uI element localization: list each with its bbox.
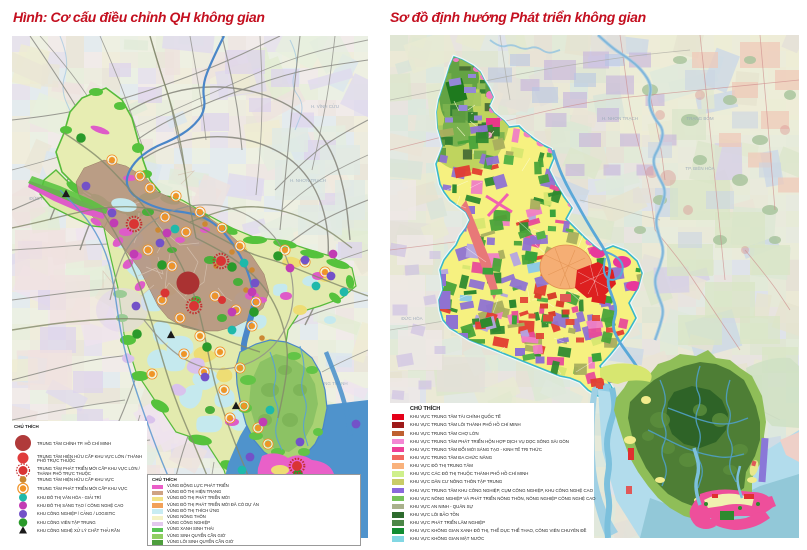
svg-text:H. NHƠN TRẠCH: H. NHƠN TRẠCH — [290, 178, 326, 183]
svg-text:H. LONG THÀNH: H. LONG THÀNH — [312, 380, 347, 386]
svg-text:H. NHƠN TRẠCH: H. NHƠN TRẠCH — [602, 116, 638, 121]
svg-text:H. VĨNH CỬU: H. VĨNH CỬU — [311, 103, 339, 109]
svg-text:TRẠNG BỒM: TRẠNG BỒM — [686, 115, 714, 121]
svg-text:ĐỨC HÒA: ĐỨC HÒA — [401, 315, 422, 321]
svg-text:TP. BIÊN HÒA: TP. BIÊN HÒA — [685, 164, 714, 171]
svg-text:ĐỨC HÒA: ĐỨC HÒA — [29, 195, 50, 201]
